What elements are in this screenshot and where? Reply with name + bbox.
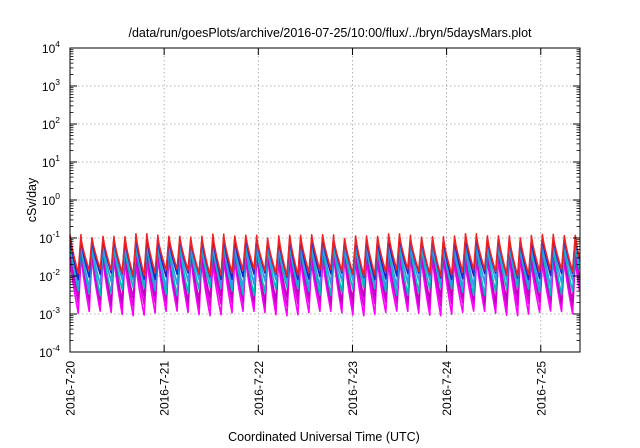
y-tick-label: 101	[42, 153, 60, 170]
chart-title: /data/run/goesPlots/archive/2016-07-25/1…	[128, 26, 532, 40]
series-line	[69, 232, 581, 277]
x-tick-label: 2016-7-22	[252, 361, 266, 416]
y-tick-label: 10-4	[39, 343, 60, 360]
y-tick-labels: 104 103 102 101 100 10-1 10-2 10-3 10-4	[39, 39, 60, 360]
y-tick-label: 100	[42, 191, 60, 208]
y-tick-label: 104	[42, 39, 60, 56]
x-tick-label: 2016-7-25	[534, 361, 548, 416]
series-line	[69, 238, 581, 289]
x-axis-label: Coordinated Universal Time (UTC)	[228, 430, 420, 444]
y-tick-label: 10-1	[39, 229, 60, 246]
y-tick-label: 102	[42, 115, 60, 132]
grid	[70, 48, 580, 352]
x-tick-label: 2016-7-20	[64, 361, 78, 416]
series-line	[69, 243, 581, 297]
x-tick-label: 2016-7-23	[346, 361, 360, 416]
y-tick-label: 103	[42, 77, 60, 94]
x-tick-labels: 2016-7-20 2016-7-21 2016-7-22 2016-7-23 2016…	[64, 361, 549, 416]
series-line	[69, 252, 581, 317]
y-axis-label: cSv/day	[25, 177, 39, 222]
x-tick-label: 2016-7-24	[440, 361, 454, 416]
series-group	[69, 232, 581, 317]
x-tick-label: 2016-7-21	[158, 361, 172, 416]
tick-marks	[69, 47, 580, 353]
y-tick-label: 10-2	[39, 267, 60, 284]
y-tick-label: 10-3	[39, 305, 60, 322]
